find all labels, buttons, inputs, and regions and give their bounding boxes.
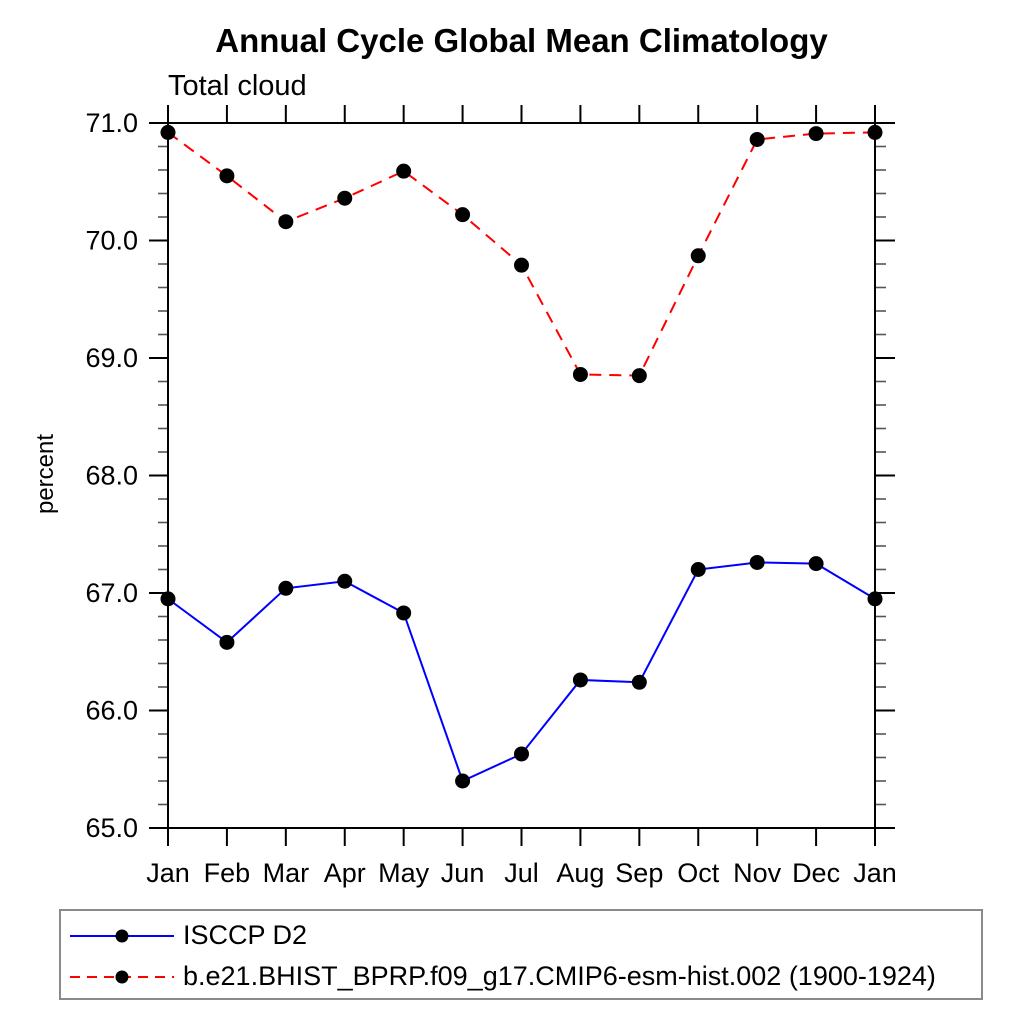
data-point-marker — [396, 605, 412, 621]
x-tick-label: Dec — [792, 858, 840, 888]
y-tick-label: 66.0 — [85, 696, 138, 726]
x-tick-label: Jan — [853, 858, 897, 888]
legend-item: b.e21.BHIST_BPRP.f09_g17.CMIP6-esm-hist.… — [61, 956, 981, 997]
data-point-marker — [514, 257, 529, 273]
x-tick-label: Oct — [677, 858, 720, 888]
y-tick-label: 70.0 — [85, 226, 138, 256]
y-tick-label: 69.0 — [85, 343, 138, 373]
data-point-marker — [160, 591, 176, 607]
legend-label: b.e21.BHIST_BPRP.f09_g17.CMIP6-esm-hist.… — [183, 961, 936, 991]
data-point-marker — [690, 562, 706, 577]
x-tick-label: Jul — [504, 858, 539, 888]
x-tick-label: Sep — [615, 858, 663, 888]
data-point-marker — [690, 248, 706, 264]
data-point-marker — [867, 591, 883, 607]
series-line-1 — [167, 131, 876, 377]
x-tick-label: Apr — [324, 858, 366, 888]
data-point-marker — [278, 214, 294, 230]
data-point-marker — [514, 746, 529, 762]
legend-label: ISCCP D2 — [183, 920, 308, 950]
chart-subtitle: Total cloud — [168, 70, 307, 102]
legend-line-sample-dashed — [70, 970, 174, 983]
data-point-marker — [455, 207, 471, 223]
y-tick-label: 67.0 — [85, 578, 138, 608]
legend-item: ISCCP D2 — [61, 915, 981, 956]
legend-marker-dot-icon — [115, 929, 129, 942]
x-tick-label: Feb — [204, 858, 251, 888]
chart-title: Annual Cycle Global Mean Climatology — [215, 22, 828, 59]
legend-line-sample-solid — [70, 929, 174, 942]
data-point-marker — [867, 124, 883, 140]
data-point-marker — [278, 580, 294, 596]
data-point-marker — [337, 573, 353, 589]
plot-frame — [167, 122, 876, 829]
x-tick-label: Jun — [441, 858, 485, 888]
legend: ISCCP D2 b.e21.BHIST_BPRP.f09_g17.CMIP6-… — [59, 909, 983, 1000]
y-tick-label: 71.0 — [85, 108, 138, 138]
x-tick-label: May — [378, 858, 430, 888]
data-point-marker — [749, 131, 765, 147]
data-point-marker — [749, 554, 765, 570]
y-tick-label: 68.0 — [85, 461, 138, 491]
x-tick-label: Mar — [263, 858, 310, 888]
data-point-marker — [572, 366, 588, 382]
data-point-marker — [455, 773, 471, 789]
data-point-marker — [631, 674, 647, 690]
y-tick-label: 65.0 — [85, 813, 138, 843]
data-point-marker — [808, 556, 824, 572]
x-tick-label: Jan — [146, 858, 190, 888]
data-point-marker — [631, 368, 647, 384]
data-point-marker — [808, 126, 824, 142]
data-point-marker — [219, 168, 235, 184]
data-point-marker — [337, 190, 353, 206]
data-point-marker — [219, 634, 235, 650]
x-tick-label: Nov — [733, 858, 782, 888]
legend-marker-dot-icon — [115, 970, 129, 983]
x-tick-label: Aug — [556, 858, 604, 888]
data-point-marker — [160, 124, 176, 140]
data-point-marker — [572, 672, 588, 688]
data-point-marker — [396, 163, 412, 179]
